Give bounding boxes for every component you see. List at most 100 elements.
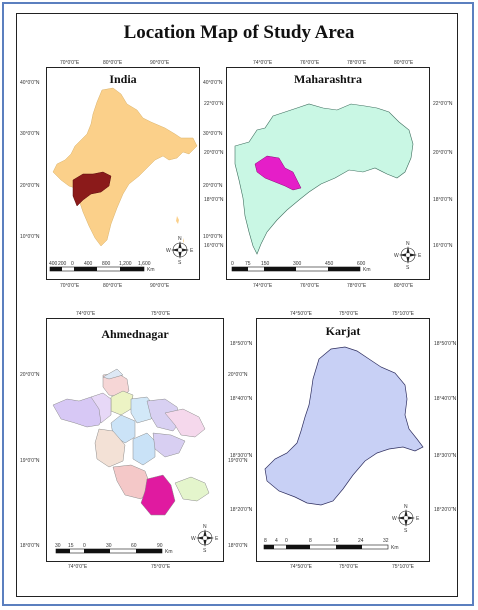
compass-w: W	[392, 516, 397, 522]
taluka-4	[90, 392, 112, 424]
taluka-11	[152, 432, 186, 458]
tick-top: 70°0'0"E	[60, 60, 80, 66]
tick-right: 18°30'0"N	[434, 453, 457, 459]
panel-title-ahmednagar: Ahmednagar	[101, 327, 169, 341]
tick-right: 16°0'0"N	[433, 243, 453, 249]
compass-s: S	[406, 265, 410, 271]
panel-ahmednagar: Ahmednagar	[46, 318, 224, 562]
panel-karjat: Karjat	[256, 318, 430, 562]
map-karjat	[264, 346, 424, 506]
scale-label: 1,600	[138, 261, 151, 267]
tick-top: 80°0'0"E	[103, 60, 123, 66]
tick-bottom: 76°0'0"E	[300, 283, 320, 289]
tick-right: 18°20'0"N	[434, 507, 457, 513]
taluka-8	[164, 408, 206, 438]
tick-bottom: 75°10'0"E	[392, 564, 414, 570]
compass-n: N	[406, 241, 410, 247]
scale-label: 0	[71, 261, 74, 267]
tick-left: 18°40'0"N	[230, 396, 253, 402]
compass-s: S	[178, 260, 182, 266]
tick-right: 18°0'0"N	[228, 543, 248, 549]
compass-n: N	[178, 236, 182, 242]
tick-left: 22°0'0"N	[204, 101, 224, 107]
scale-label: 600	[357, 261, 366, 267]
scale-label: 400	[49, 261, 58, 267]
tick-bottom: 74°0'0"E	[253, 283, 273, 289]
tick-right: 18°50'0"N	[434, 341, 457, 347]
scale-label: 15	[68, 543, 74, 549]
tick-right: 22°0'0"N	[433, 101, 453, 107]
scale-unit: Km	[363, 267, 371, 273]
tick-bottom: 80°0'0"E	[103, 283, 123, 289]
compass-rose-icon	[397, 509, 415, 527]
tick-right: 19°0'0"N	[228, 458, 248, 464]
tick-bottom: 70°0'0"E	[60, 283, 80, 289]
compass-w: W	[191, 536, 196, 542]
tick-bottom: 90°0'0"E	[150, 283, 170, 289]
tick-bottom: 75°0'0"E	[339, 564, 359, 570]
tick-top: 75°10'0"E	[392, 311, 414, 317]
tick-right: 18°40'0"N	[434, 396, 457, 402]
tick-right: 40°0'0"N	[203, 80, 223, 86]
tick-bottom: 74°0'0"E	[68, 564, 88, 570]
map-india	[52, 87, 198, 247]
scale-label: 400	[84, 261, 93, 267]
tick-right: 20°0'0"N	[228, 372, 248, 378]
scale-label: 90	[157, 543, 163, 549]
tick-left: 16°0'0"N	[204, 243, 224, 249]
compass-rose-icon	[196, 529, 214, 547]
scale-label: 0	[231, 261, 234, 267]
compass-rose-icon	[171, 241, 189, 259]
scale-label: 32	[383, 538, 389, 544]
tick-left: 20°0'0"N	[204, 150, 224, 156]
compass-s: S	[404, 528, 408, 534]
tick-top: 75°0'0"E	[339, 311, 359, 317]
taluka-15	[102, 368, 124, 380]
tick-bottom: 78°0'0"E	[347, 283, 367, 289]
scale-label: 4	[275, 538, 278, 544]
tick-right: 20°0'0"N	[203, 183, 223, 189]
scale-label: 8	[309, 538, 312, 544]
compass-e: E	[418, 253, 422, 259]
tick-bottom: 80°0'0"E	[394, 283, 414, 289]
panel-title-india: India	[109, 72, 137, 86]
scale-label: 16	[333, 538, 339, 544]
tick-left: 20°0'0"N	[20, 183, 40, 189]
panel-title-karjat: Karjat	[325, 324, 361, 338]
tick-left: 19°0'0"N	[20, 458, 40, 464]
compass-e: E	[190, 248, 194, 254]
scale-bar-maharashtra	[231, 266, 361, 272]
compass-e: E	[416, 516, 420, 522]
outer-frame	[2, 2, 474, 606]
karjat-shape	[264, 346, 424, 506]
scale-label: 75	[245, 261, 251, 267]
maharashtra-highlight	[72, 171, 112, 207]
taluka-13	[140, 474, 176, 516]
taluka-9	[132, 432, 156, 466]
scale-label: 24	[358, 538, 364, 544]
scale-unit: Km	[165, 549, 173, 555]
compass-rose-icon	[399, 246, 417, 264]
tick-right: 18°0'0"N	[433, 197, 453, 203]
tick-top: 76°0'0"E	[300, 60, 320, 66]
tick-right: 30°0'0"N	[203, 131, 223, 137]
tick-left: 20°0'0"N	[20, 372, 40, 378]
tick-left: 40°0'0"N	[20, 80, 40, 86]
compass-s: S	[203, 548, 207, 554]
scale-bar-karjat	[263, 544, 389, 550]
scale-unit: Km	[391, 545, 399, 551]
scale-label: 150	[261, 261, 270, 267]
ahmednagar-highlight	[254, 155, 302, 191]
panel-india: India	[46, 67, 200, 280]
scale-label: 0	[285, 538, 288, 544]
tick-left: 18°20'0"N	[230, 507, 253, 513]
taluka-10	[94, 428, 126, 468]
compass-e: E	[215, 536, 219, 542]
tick-top: 90°0'0"E	[150, 60, 170, 66]
tick-top: 74°50'0"E	[290, 311, 312, 317]
compass-w: W	[394, 253, 399, 259]
scale-bar-india	[49, 266, 145, 272]
tick-left: 18°50'0"N	[230, 341, 253, 347]
compass-n: N	[203, 524, 207, 530]
